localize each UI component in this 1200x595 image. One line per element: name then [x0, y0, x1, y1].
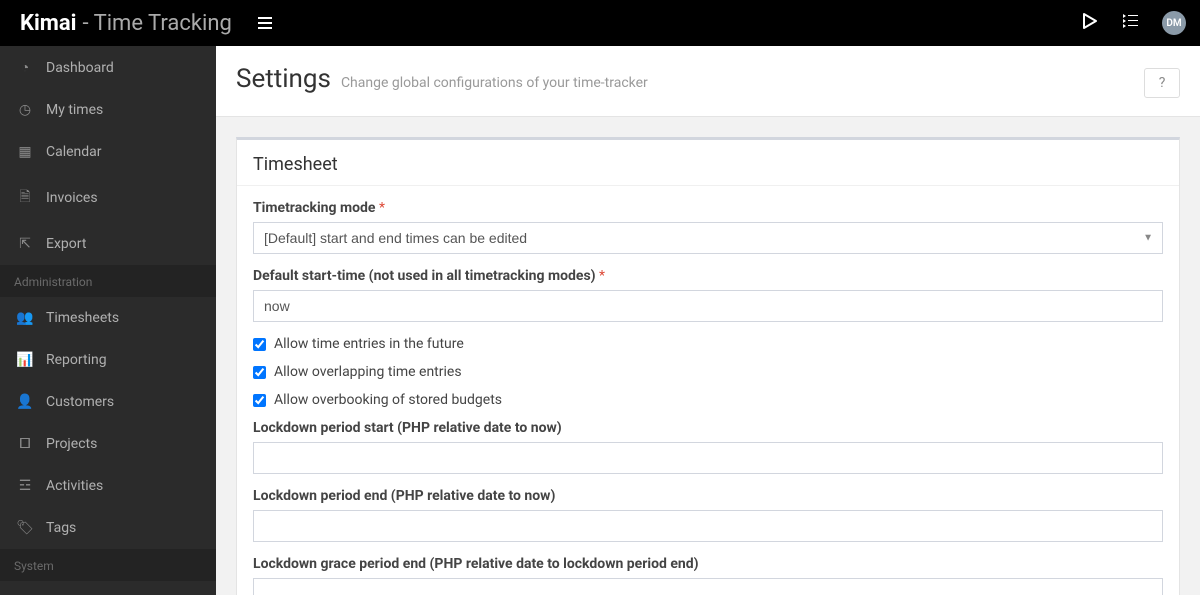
- lockend-label: Lockdown period end (PHP relative date t…: [253, 488, 1163, 504]
- chart-icon: 📊: [16, 352, 34, 368]
- sidebar-item-label: Activities: [46, 478, 103, 494]
- question-icon: ?: [1159, 75, 1166, 91]
- play-icon[interactable]: [1080, 12, 1098, 34]
- allow-overbook-label: Allow overbooking of stored budgets: [274, 392, 502, 408]
- lockstart-input[interactable]: [253, 442, 1163, 474]
- sidebar-item-reporting[interactable]: 📊 Reporting: [0, 339, 216, 381]
- allow-overlap-label: Allow overlapping time entries: [274, 364, 462, 380]
- sidebar-item-activities[interactable]: ☲ Activities: [0, 465, 216, 507]
- users-clock-icon: 👥: [16, 310, 34, 326]
- hamburger-icon[interactable]: [258, 14, 272, 33]
- sidebar-item-label: Tags: [46, 520, 76, 536]
- allow-overbook-checkbox[interactable]: [253, 394, 266, 407]
- panel-title: Timesheet: [237, 140, 1179, 186]
- lockgrace-label: Lockdown grace period end (PHP relative …: [253, 556, 1163, 572]
- sidebar-item-tags[interactable]: 🏷 Tags: [0, 507, 216, 549]
- briefcase-icon: 🞑: [16, 436, 34, 452]
- avatar[interactable]: DM: [1162, 11, 1186, 35]
- sidebar-item-label: My times: [46, 102, 103, 118]
- settings-panel: Timesheet Timetracking mode * ▼: [236, 137, 1180, 595]
- sidebar-item-label: Reporting: [46, 352, 107, 368]
- sidebar-item-users[interactable]: 👥 Users: [0, 581, 216, 595]
- tag-icon: 🏷: [16, 520, 34, 536]
- sidebar-item-label: Calendar: [46, 144, 102, 160]
- sidebar-item-export[interactable]: ⇱ Export: [0, 223, 216, 265]
- default-start-input[interactable]: [253, 290, 1163, 322]
- sidebar-section-system: System: [0, 549, 216, 581]
- sidebar: ◔ Dashboard ◷ My times ▦ Calendar 🗎 Invo…: [0, 46, 216, 595]
- sidebar-item-projects[interactable]: 🞑 Projects: [0, 423, 216, 465]
- sidebar-item-label: Dashboard: [46, 60, 114, 76]
- mode-label: Timetracking mode *: [253, 200, 1163, 216]
- calendar-icon: ▦: [16, 144, 34, 160]
- sidebar-item-mytimes[interactable]: ◷ My times: [0, 89, 216, 131]
- page-title: Settings: [236, 64, 331, 94]
- allow-overlap-checkbox[interactable]: [253, 366, 266, 379]
- sidebar-item-label: Export: [46, 236, 86, 252]
- topbar: Kimai - Time Tracking DM: [0, 0, 1200, 46]
- help-button[interactable]: ?: [1144, 68, 1180, 98]
- sidebar-item-timesheets[interactable]: 👥 Timesheets: [0, 297, 216, 339]
- users-icon: 👤: [16, 394, 34, 410]
- export-icon: ⇱: [16, 236, 34, 252]
- sidebar-item-invoices[interactable]: 🗎 Invoices: [0, 173, 216, 223]
- sidebar-item-label: Projects: [46, 436, 97, 452]
- sidebar-item-label: Timesheets: [46, 310, 119, 326]
- lockstart-label: Lockdown period start (PHP relative date…: [253, 420, 1163, 436]
- sidebar-section-admin: Administration: [0, 265, 216, 297]
- page-subtitle: Change global configurations of your tim…: [341, 75, 648, 91]
- tasks-icon: ☲: [16, 478, 34, 494]
- lockend-input[interactable]: [253, 510, 1163, 542]
- allow-future-label: Allow time entries in the future: [274, 336, 464, 352]
- clock-icon: ◷: [16, 102, 34, 118]
- allow-future-checkbox[interactable]: [253, 338, 266, 351]
- sidebar-item-label: Customers: [46, 394, 114, 410]
- sidebar-item-calendar[interactable]: ▦ Calendar: [0, 131, 216, 173]
- tachometer-icon: ◔: [16, 59, 34, 76]
- sidebar-item-customers[interactable]: 👤 Customers: [0, 381, 216, 423]
- brand-subtitle: - Time Tracking: [82, 11, 231, 36]
- default-start-label: Default start-time (not used in all time…: [253, 268, 1163, 284]
- recent-list-icon[interactable]: [1120, 13, 1140, 33]
- mode-select[interactable]: [253, 222, 1163, 254]
- sidebar-item-label: Invoices: [46, 190, 98, 206]
- file-icon: 🗎: [16, 186, 34, 210]
- brand-name: Kimai: [20, 11, 76, 36]
- page-header: Settings Change global configurations of…: [216, 46, 1200, 117]
- lockgrace-input[interactable]: [253, 578, 1163, 595]
- sidebar-item-dashboard[interactable]: ◔ Dashboard: [0, 46, 216, 89]
